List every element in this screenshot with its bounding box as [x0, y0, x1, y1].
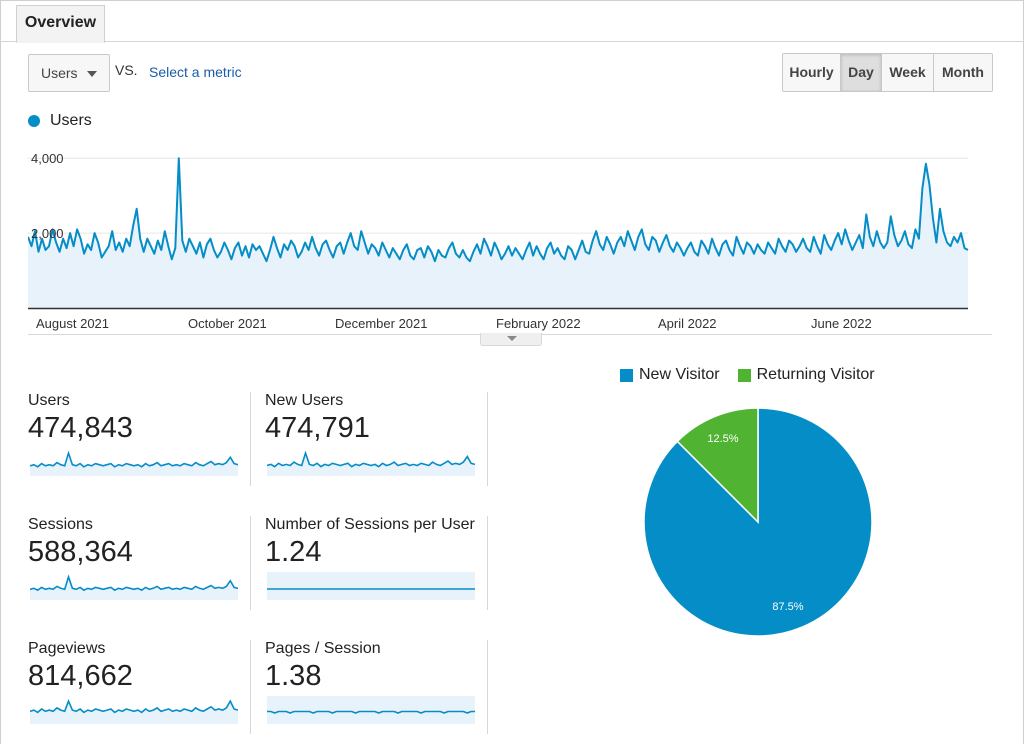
metric-card[interactable]: Number of Sessions per User 1.24: [265, 516, 479, 608]
users-series-line: [28, 157, 969, 263]
metric-dropdown-value: Users: [41, 65, 78, 81]
metric-value: 1.24: [265, 536, 322, 568]
pie-slice-label: 87.5%: [772, 601, 803, 613]
metric-sparkline: [30, 574, 238, 600]
sparkline-fill: [267, 696, 475, 724]
metric-sparkline: [267, 572, 475, 600]
x-tick-label: August 2021: [36, 316, 109, 331]
legend-returning-visitor: Returning Visitor: [756, 366, 875, 383]
select-metric-link[interactable]: Select a metric: [149, 64, 242, 80]
metric-card[interactable]: New Users 474,791: [265, 392, 479, 484]
metric-sparkline: [267, 696, 475, 724]
x-tick-label: December 2021: [335, 316, 428, 331]
pie-slice-new-visitor[interactable]: [643, 407, 873, 637]
x-tick-label: October 2021: [188, 316, 267, 331]
column-separator: [487, 392, 488, 486]
column-separator: [250, 516, 251, 610]
time-granularity-group: Hourly Day Week Month: [782, 53, 993, 92]
metric-label: Sessions: [28, 516, 93, 533]
main-chart-legend: Users: [28, 111, 92, 131]
sparkline-line: [30, 698, 238, 714]
x-tick-label: April 2022: [658, 316, 717, 331]
chevron-down-icon: [87, 71, 97, 77]
metric-card[interactable]: Sessions 588,364: [28, 516, 242, 608]
month-button[interactable]: Month: [934, 54, 992, 91]
metric-value: 474,791: [265, 412, 370, 444]
sparkline-line: [267, 710, 475, 714]
column-separator: [487, 640, 488, 734]
tab-bar: Overview: [0, 0, 1024, 43]
metric-sparkline: [30, 450, 238, 476]
metric-value: 1.38: [265, 660, 322, 692]
returning-visitor-swatch: [737, 368, 751, 382]
sparkline-fill: [30, 576, 238, 600]
sparkline-line: [30, 574, 238, 592]
tab-overview[interactable]: Overview: [16, 5, 105, 43]
x-tick-label: June 2022: [811, 316, 872, 331]
legend-series-label: Users: [50, 112, 92, 129]
metric-label: Users: [28, 392, 70, 409]
metric-sparkline: [30, 698, 238, 724]
sparkline-line: [267, 450, 475, 468]
sparkline-fill: [30, 453, 238, 476]
metric-card[interactable]: Pageviews 814,662: [28, 640, 242, 732]
x-tick-label: February 2022: [496, 316, 581, 331]
legend-new-visitor: New Visitor: [639, 366, 720, 383]
column-separator: [487, 516, 488, 610]
metric-card[interactable]: Users 474,843: [28, 392, 242, 484]
column-separator: [250, 640, 251, 734]
collapse-chart-handle[interactable]: [480, 333, 542, 346]
metric-label: New Users: [265, 392, 344, 409]
metric-label: Pages / Session: [265, 640, 381, 657]
sparkline-fill: [30, 701, 238, 724]
metric-value: 474,843: [28, 412, 133, 444]
metric-card[interactable]: Pages / Session 1.38: [265, 640, 479, 732]
metric-label: Number of Sessions per User: [265, 516, 475, 533]
metric-dropdown[interactable]: Users: [28, 54, 110, 92]
metric-value: 814,662: [28, 660, 133, 692]
day-button[interactable]: Day: [841, 54, 882, 91]
legend-dot-icon: [28, 115, 40, 127]
metric-value: 588,364: [28, 536, 133, 568]
visitor-type-pie-chart: 87.5% 12.5%: [643, 407, 873, 637]
pie-legend: New Visitor Returning Visitor: [620, 366, 875, 384]
new-visitor-swatch: [620, 368, 633, 382]
sparkline-line: [30, 450, 238, 468]
metric-sparkline: [267, 450, 475, 476]
metric-label: Pageviews: [28, 640, 106, 657]
hourly-button[interactable]: Hourly: [783, 54, 841, 91]
sparkline-fill: [267, 572, 475, 600]
y-tick-label: 2,000: [31, 226, 64, 241]
area-fill: [28, 158, 968, 308]
week-button[interactable]: Week: [882, 54, 934, 91]
pie-slice-returning-visitor[interactable]: [676, 407, 759, 524]
sparkline-fill: [267, 453, 475, 476]
column-separator: [250, 392, 251, 486]
y-tick-label: 4,000: [31, 151, 64, 166]
pie-slice-label: 12.5%: [707, 433, 738, 445]
users-over-time-chart: 4,000 2,000 August 2021 October 2021 Decembe…: [28, 151, 969, 331]
caret-down-icon: [507, 336, 517, 341]
vs-label: VS.: [115, 62, 138, 78]
